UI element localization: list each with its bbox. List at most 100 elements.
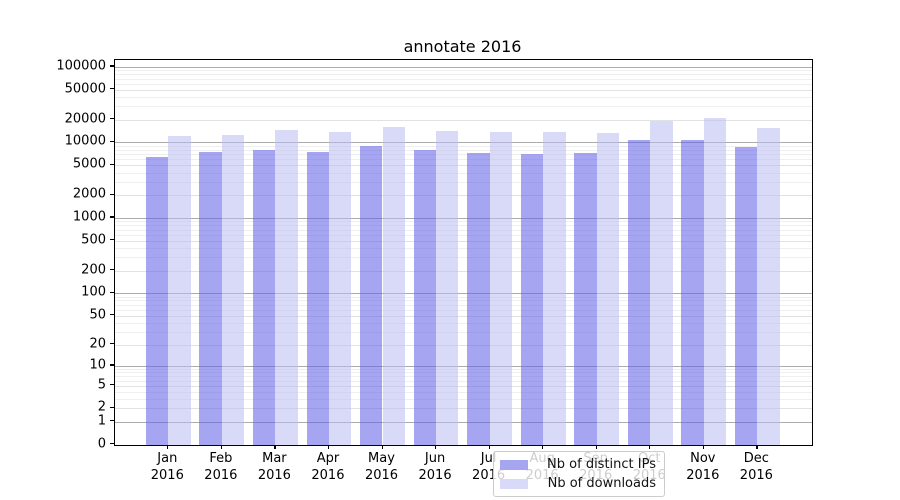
bar-distinct-ips-jul	[467, 153, 490, 445]
gridline-4	[115, 391, 812, 393]
y-tick-mark	[110, 163, 114, 165]
gridline-800	[115, 225, 812, 227]
x-tick-label-nov: Nov 2016	[686, 451, 720, 483]
gridline-80000	[115, 74, 812, 76]
bar-downloads-aug	[543, 131, 566, 445]
y-tick-label-20000: 20000	[64, 111, 106, 127]
gridline-40	[115, 322, 812, 324]
bar-distinct-ips-mar	[253, 150, 276, 445]
y-tick-mark	[110, 140, 114, 143]
bar-downloads-jul	[489, 132, 512, 445]
gridline-9	[115, 369, 812, 370]
gridline-700	[115, 229, 812, 231]
gridline-20000	[115, 119, 812, 121]
y-tick-mark	[110, 343, 114, 345]
gridline-500	[115, 240, 812, 242]
bar-distinct-ips-feb	[199, 151, 222, 445]
bar-distinct-ips-jun	[413, 149, 437, 445]
gridline-1	[115, 421, 812, 423]
legend-label-distinct-ips: Nb of distinct IPs	[547, 457, 656, 472]
y-tick-mark	[110, 384, 114, 386]
gridline-60000	[115, 83, 812, 85]
chart-title: annotate 2016	[403, 37, 522, 56]
plot-area: Nb of distinct IPs Nb of downloads	[114, 59, 813, 497]
gridline-8	[115, 372, 812, 374]
y-tick-label-5: 5	[97, 377, 106, 393]
gridline-10	[115, 365, 812, 367]
x-tick-mark	[702, 445, 704, 449]
x-tick-mark	[649, 445, 651, 449]
x-tick-label-dec: Dec 2016	[739, 451, 773, 483]
gridline-400	[115, 247, 812, 249]
bar-downloads-oct	[650, 120, 673, 445]
y-tick-mark	[110, 88, 114, 90]
y-tick-mark	[110, 314, 114, 316]
y-tick-mark	[110, 216, 114, 218]
legend: Nb of distinct IPs Nb of downloads	[493, 451, 665, 497]
legend-entry-distinct-ips: Nb of distinct IPs	[500, 457, 656, 472]
x-tick-mark	[542, 445, 544, 449]
y-tick-label-10000: 10000	[64, 133, 106, 149]
bar-distinct-ips-sep	[574, 152, 597, 445]
gridline-5	[115, 385, 812, 387]
y-tick-mark	[110, 65, 114, 67]
bar-distinct-ips-dec	[734, 147, 758, 445]
gridline-70	[115, 304, 812, 306]
x-tick-mark	[381, 445, 383, 449]
x-tick-label-jun: Jun 2016	[418, 451, 452, 483]
gridline-6	[115, 380, 812, 382]
gridline-50	[115, 315, 812, 317]
gridline-50000	[115, 89, 812, 91]
x-tick-mark	[327, 445, 330, 449]
y-tick-mark	[110, 406, 114, 409]
bar-downloads-may	[382, 127, 405, 445]
x-tick-label-mar: Mar 2016	[257, 451, 291, 483]
gridline-90	[115, 296, 812, 298]
y-tick-label-100000: 100000	[56, 58, 106, 74]
y-tick-mark	[110, 443, 114, 445]
gridline-5000	[115, 165, 812, 167]
bar-downloads-dec	[757, 127, 780, 445]
y-tick-label-10: 10	[89, 357, 106, 373]
bar-downloads-apr	[328, 131, 352, 445]
x-tick-label-jan: Jan 2016	[150, 451, 184, 483]
x-tick-label-may: May 2016	[364, 451, 399, 483]
x-tick-label-apr: Apr 2016	[311, 451, 345, 483]
y-tick-label-200: 200	[81, 262, 106, 278]
legend-swatch-distinct-ips	[500, 459, 528, 470]
x-tick-mark	[220, 445, 223, 449]
y-tick-mark	[110, 239, 114, 241]
y-tick-mark	[110, 420, 114, 422]
y-tick-label-2000: 2000	[72, 186, 106, 202]
y-tick-mark	[110, 291, 114, 293]
y-tick-label-20: 20	[89, 336, 106, 352]
x-tick-mark	[595, 445, 597, 449]
gridline-7	[115, 376, 812, 378]
bar-distinct-ips-jan	[145, 156, 169, 445]
y-tick-label-100: 100	[81, 284, 106, 300]
x-tick-mark	[435, 445, 437, 449]
gridline-70000	[115, 78, 812, 80]
gridline-6000	[115, 159, 812, 161]
y-tick-label-1: 1	[97, 413, 106, 429]
y-tick-label-50000: 50000	[64, 81, 106, 97]
y-tick-label-500: 500	[81, 232, 106, 248]
gridline-600	[115, 234, 812, 236]
bar-downloads-feb	[221, 134, 245, 445]
gridline-30000	[115, 106, 812, 108]
gridline-60	[115, 309, 812, 311]
x-tick-mark	[167, 445, 169, 449]
legend-label-downloads: Nb of downloads	[547, 476, 656, 491]
y-tick-mark	[110, 364, 114, 366]
bar-distinct-ips-apr	[306, 152, 329, 445]
legend-swatch-downloads	[500, 478, 528, 489]
gridline-30	[115, 331, 812, 333]
bar-distinct-ips-oct	[627, 140, 651, 445]
gridline-2	[115, 408, 812, 410]
gridline-3	[115, 399, 812, 401]
gridline-4000	[115, 172, 812, 174]
gridline-20	[115, 344, 812, 346]
gridline-10000	[115, 142, 812, 144]
gridline-80	[115, 300, 812, 302]
gridline-9000	[115, 145, 812, 147]
